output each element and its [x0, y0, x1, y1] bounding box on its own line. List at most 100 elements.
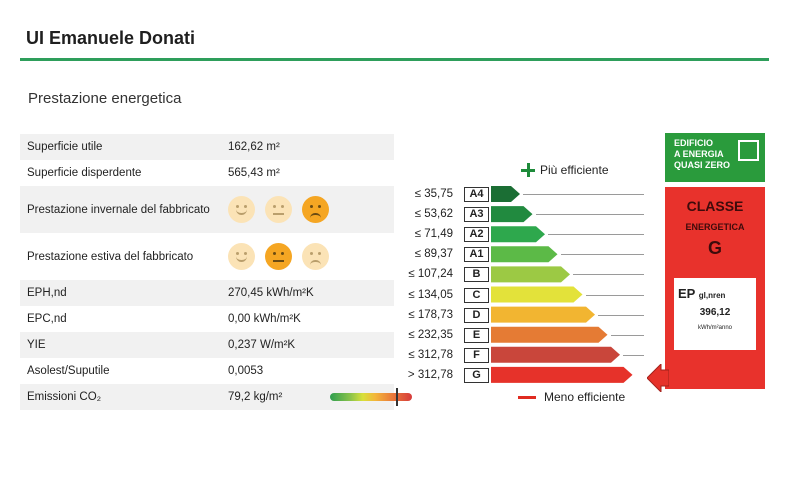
ep-label: EP gl,nren — [678, 286, 725, 301]
happy-face-icon — [228, 243, 255, 270]
class-threshold: ≤ 107,24 — [408, 268, 453, 281]
table-row: YIE 0,237 W/m²K — [20, 332, 394, 358]
row-label: Prestazione invernale del fabbricato — [27, 203, 210, 216]
class-arrow — [491, 246, 558, 263]
class-label-box: B — [464, 267, 489, 283]
row-label: Superficie disperdente — [27, 167, 142, 179]
table-row: Superficie utile 162,62 m² — [20, 134, 394, 160]
table-row: Emissioni CO₂ 79,2 kg/m² — [20, 384, 412, 410]
class-threshold: ≤ 312,78 — [408, 348, 453, 361]
table-row: Prestazione invernale del fabbricato — [20, 186, 394, 233]
row-value: 0,00 kWh/m²K — [228, 313, 301, 325]
row-value: 270,45 kWh/m²K — [228, 287, 314, 299]
row-label: Emissioni CO₂ — [27, 391, 102, 403]
class-arrow — [491, 366, 633, 383]
class-arrow — [491, 186, 520, 202]
row-value: 0,0053 — [228, 365, 264, 377]
class-arrow — [491, 326, 608, 343]
row-label: Superficie utile — [27, 141, 103, 153]
table-row: Asolest/Suputile 0,0053 — [20, 358, 394, 384]
class-arrow — [491, 226, 545, 243]
class-threshold: ≤ 71,49 — [414, 228, 453, 241]
more-efficient-label: Più efficiente — [540, 163, 609, 177]
table-row: EPC,nd 0,00 kWh/m²K — [20, 306, 394, 332]
class-arrow — [491, 306, 595, 323]
class-title: CLASSE — [686, 198, 744, 214]
table-row: Superficie disperdente 565,43 m² — [20, 160, 394, 186]
class-guide-line — [535, 214, 644, 216]
nzeb-checkbox — [738, 140, 759, 161]
energy-class-panel: CLASSE ENERGETICA G EP gl,nren 396,12 kW… — [665, 187, 765, 389]
more-efficient-legend: Più efficiente — [521, 163, 609, 177]
row-value: 162,62 m² — [228, 141, 280, 153]
co2-gauge-marker — [396, 388, 398, 406]
neutral-face-icon — [265, 243, 292, 270]
plus-icon — [521, 163, 535, 177]
class-guide-line — [573, 274, 644, 276]
class-threshold: ≤ 134,05 — [408, 288, 453, 301]
minus-icon — [518, 395, 536, 399]
class-threshold: ≤ 89,37 — [414, 248, 453, 261]
class-threshold: ≤ 35,75 — [414, 188, 453, 200]
row-label: Asolest/Suputile — [27, 365, 110, 377]
class-guide-line — [560, 254, 644, 256]
table-row: EPH,nd 270,45 kWh/m²K — [20, 280, 394, 306]
performance-table: Superficie utile 162,62 m² Superficie di… — [20, 134, 412, 410]
less-efficient-legend: Meno efficiente — [518, 390, 625, 404]
nzeb-line-3: QUASI ZERO — [674, 160, 731, 170]
class-pointer-arrow — [647, 364, 669, 392]
ep-unit: kWh/m²anno — [697, 325, 732, 331]
less-efficient-label: Meno efficiente — [544, 390, 626, 404]
class-grade: G — [707, 238, 722, 258]
class-label-box: A2 — [464, 227, 489, 243]
class-guide-line — [548, 234, 644, 236]
ep-subscript: gl,nren — [698, 291, 726, 300]
class-label-box: A3 — [464, 207, 489, 223]
row-value: 565,43 m² — [228, 167, 280, 179]
class-label-box: A4 — [464, 187, 489, 202]
class-label-box: D — [464, 307, 489, 323]
class-label-box: A1 — [464, 247, 489, 263]
row-label: EPC,nd — [27, 313, 67, 325]
title-divider — [20, 58, 769, 61]
row-value: 0,237 W/m²K — [228, 339, 296, 351]
summer-rating — [228, 243, 394, 270]
class-label-box: C — [464, 287, 489, 303]
table-row: Prestazione estiva del fabbricato — [20, 233, 394, 280]
row-value: 79,2 kg/m² — [228, 391, 283, 403]
nzeb-line-2: A ENERGIA — [674, 149, 724, 159]
sad-face-icon — [302, 243, 329, 270]
class-guide-line — [623, 354, 644, 356]
nzeb-badge: EDIFICIO A ENERGIA QUASI ZERO — [665, 133, 765, 182]
happy-face-icon — [228, 196, 255, 223]
class-arrow — [491, 286, 583, 303]
class-guide-line — [523, 194, 644, 195]
class-arrow — [491, 206, 533, 223]
class-subtitle: ENERGETICA — [685, 222, 745, 232]
co2-gauge — [330, 393, 412, 401]
row-label: EPH,nd — [27, 287, 67, 299]
ep-label-text: EP — [678, 286, 696, 301]
page-title: UI Emanuele Donati — [26, 28, 196, 48]
ep-box: EP gl,nren 396,12 kWh/m²anno — [674, 278, 756, 350]
class-threshold: ≤ 178,73 — [408, 308, 453, 321]
class-guide-line — [598, 314, 644, 316]
class-label-box: G — [464, 367, 489, 383]
class-guide-line — [585, 294, 644, 296]
class-arrow — [491, 346, 620, 363]
class-label-box: E — [464, 327, 489, 343]
row-label: Prestazione estiva del fabbricato — [27, 250, 194, 263]
class-label-box: F — [464, 347, 489, 363]
row-label: YIE — [27, 339, 46, 351]
winter-rating — [228, 196, 394, 223]
class-guide-line — [610, 334, 644, 336]
section-title: Prestazione energetica — [28, 90, 182, 107]
neutral-face-icon — [265, 196, 292, 223]
class-threshold: ≤ 232,35 — [408, 328, 453, 341]
ep-value: 396,12 — [699, 307, 731, 318]
nzeb-line-1: EDIFICIO — [674, 138, 714, 148]
class-arrow — [491, 266, 570, 283]
sad-face-icon — [302, 196, 329, 223]
class-threshold: ≤ 53,62 — [414, 208, 453, 221]
